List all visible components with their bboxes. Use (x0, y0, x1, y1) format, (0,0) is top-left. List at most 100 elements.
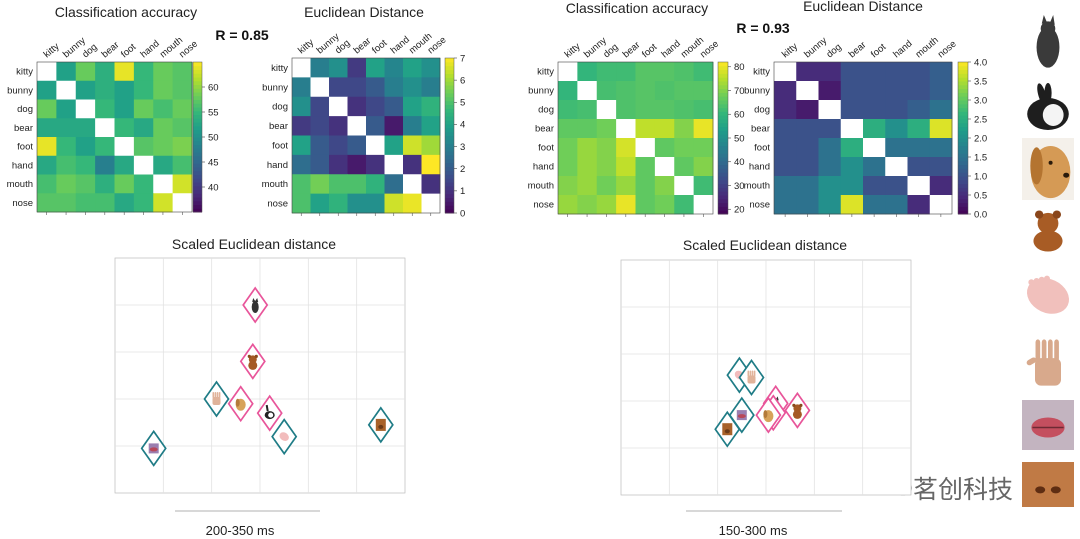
colorbar-segment (958, 62, 968, 67)
colorbar-tick-label: 3.0 (974, 95, 987, 106)
heatmap-cell (153, 99, 174, 119)
rabbit-ear-icon (1044, 83, 1052, 103)
colorbar-segment (445, 96, 454, 102)
heatmap-cell (863, 119, 886, 139)
colorbar-tick-label: 6 (460, 75, 465, 86)
colorbar-segment (718, 149, 728, 154)
colorbar-segment (718, 111, 728, 116)
colorbar-segment (958, 149, 968, 154)
heatmap-col-label: kitty (296, 37, 316, 56)
colorbar-segment (445, 205, 454, 210)
heatmap-row-label: dog (538, 105, 554, 116)
heatmap-cell (347, 96, 367, 117)
heatmap-cell (114, 80, 135, 100)
heatmap-row-label: bear (535, 124, 554, 135)
left-accuracy-title: Classification accuracy (55, 4, 197, 20)
lips-icon (149, 447, 158, 452)
heatmap-col-label: kitty (42, 41, 62, 60)
heatmap-cell (56, 174, 77, 194)
heatmap-cell (292, 135, 311, 156)
nose-photo (1022, 462, 1074, 507)
heatmap-cell (292, 154, 311, 175)
heatmap-cell (403, 96, 422, 117)
heatmap-cell (885, 81, 908, 101)
heatmap-cell (37, 62, 57, 82)
colorbar-tick-label: 0 (460, 208, 465, 219)
heatmap-cell (37, 155, 57, 175)
heatmap-cell (75, 118, 96, 138)
heatmap-cell (403, 174, 422, 195)
colorbar-segment (193, 182, 202, 187)
dog-photo (1022, 138, 1074, 200)
colorbar-segment (193, 178, 202, 183)
rabbit-face-icon (268, 412, 274, 418)
teddy-bear-body-icon (792, 409, 802, 419)
heatmap-row-label: dog (272, 102, 288, 113)
watermark-text: 茗创科技 (913, 476, 1013, 504)
heatmap-cell (818, 62, 842, 82)
colorbar-segment (193, 73, 202, 78)
heatmap-row-label: bunny (528, 86, 554, 97)
heatmap-cell (558, 100, 578, 120)
heatmap-cell (577, 81, 598, 101)
heatmap-col-label: foot (370, 37, 389, 56)
heatmap-cell (421, 135, 441, 156)
heatmap-cell (172, 80, 193, 100)
cat-ear-icon (252, 298, 259, 302)
heatmap-cell (774, 176, 797, 196)
dog-eye-icon (1048, 160, 1053, 165)
colorbar-segment (445, 85, 454, 90)
heatmap-cell (133, 193, 154, 213)
heatmap-cell (421, 174, 441, 195)
heatmap-cell (693, 81, 714, 101)
heatmap-cell (95, 99, 115, 119)
heatmap-cell (796, 195, 819, 215)
colorbar-tick-label: 5 (460, 98, 465, 109)
heatmap-cell (885, 138, 908, 158)
colorbar-segment (718, 138, 728, 143)
colorbar-segment (445, 147, 454, 152)
heatmap-cell (596, 176, 617, 196)
toe-icon (1028, 279, 1035, 286)
heatmap-cell (114, 174, 135, 194)
heatmap-cell (577, 195, 598, 215)
colorbar-segment (193, 95, 202, 100)
colorbar-segment (445, 158, 454, 164)
heatmap-cell (172, 174, 193, 194)
heatmap-row-label: nose (749, 200, 770, 211)
rabbit-ear-icon (265, 404, 269, 412)
heatmap-row-label: nose (533, 200, 554, 211)
colorbar-segment (958, 206, 968, 211)
colorbar-segment (193, 92, 202, 97)
colorbar-tick-label: 30 (734, 181, 745, 192)
point-kitty (242, 286, 269, 324)
teddy-ear-icon (1035, 210, 1044, 219)
heatmap-cell (310, 174, 330, 195)
heatmap-row-label: kitty (753, 67, 770, 78)
colorbar-segment (958, 111, 968, 116)
colorbar-segment (958, 160, 968, 166)
heatmap-cell (596, 62, 617, 82)
colorbar-tick-label: 20 (734, 205, 745, 216)
heatmap-cell (56, 62, 77, 82)
heatmap-cell (863, 176, 886, 196)
heatmap-cell (929, 81, 953, 101)
colorbar-segment (445, 100, 454, 105)
heatmap-cell (153, 155, 174, 175)
colorbar-segment (445, 185, 454, 191)
nose-bg (1022, 462, 1074, 507)
heatmap-cell (654, 62, 675, 82)
cat-head-icon (1040, 21, 1056, 36)
colorbar-segment (193, 140, 202, 145)
heatmap-cell (577, 157, 598, 177)
heatmap-cell (616, 157, 636, 177)
colorbar-segment (958, 157, 968, 162)
heatmap-cell (818, 195, 842, 215)
heatmap-cell (37, 137, 57, 157)
colorbar: 0 1 2 3 4 5 6 7 (444, 53, 465, 219)
heatmap-cell (366, 193, 385, 214)
heatmap-cell (403, 77, 422, 98)
colorbar-segment (193, 84, 202, 89)
heatmap-cell (37, 80, 57, 100)
heatmap-cell (133, 118, 154, 138)
